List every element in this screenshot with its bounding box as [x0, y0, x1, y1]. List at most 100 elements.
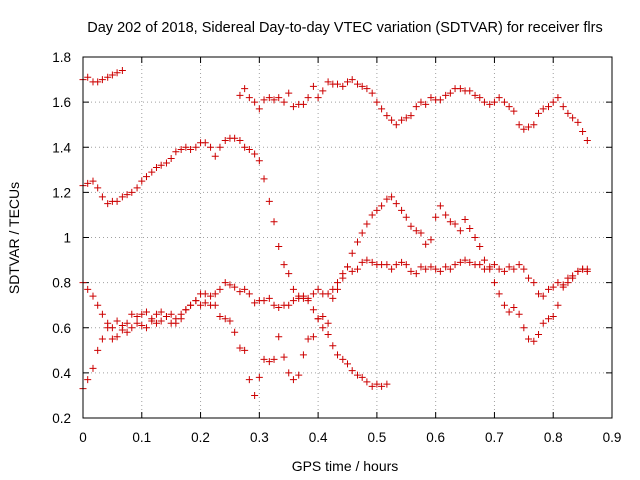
- data-point: [128, 310, 136, 318]
- data-point: [383, 261, 391, 269]
- data-point: [339, 355, 347, 363]
- data-point: [245, 376, 253, 384]
- x-axis-label: GPS time / hours: [292, 458, 399, 474]
- data-point: [569, 274, 577, 282]
- data-point: [187, 146, 195, 154]
- data-point: [363, 220, 371, 228]
- data-point: [442, 263, 450, 271]
- data-point: [201, 290, 209, 298]
- data-point: [295, 294, 303, 302]
- data-point: [363, 85, 371, 93]
- data-point: [241, 143, 249, 151]
- data-point: [417, 229, 425, 237]
- data-point: [123, 191, 131, 199]
- data-point: [201, 299, 209, 307]
- data-point: [94, 78, 102, 86]
- data-point: [152, 164, 160, 172]
- data-point: [192, 297, 200, 305]
- data-point: [486, 100, 494, 108]
- data-point: [275, 303, 283, 311]
- data-point: [289, 103, 297, 111]
- data-point: [461, 215, 469, 223]
- data-point: [157, 317, 165, 325]
- x-tick-label: 0.2: [191, 430, 210, 445]
- data-point: [334, 279, 342, 287]
- data-point: [98, 193, 106, 201]
- data-point: [334, 285, 342, 293]
- data-point: [348, 267, 356, 275]
- data-point: [167, 155, 175, 163]
- data-point: [309, 306, 317, 314]
- data-point: [398, 258, 406, 266]
- data-point: [216, 285, 224, 293]
- data-point: [427, 263, 435, 271]
- data-point: [579, 127, 587, 135]
- data-point: [216, 143, 224, 151]
- data-point: [383, 112, 391, 120]
- y-tick-label: 0.8: [52, 276, 71, 291]
- data-point: [270, 218, 278, 226]
- data-point: [432, 213, 440, 221]
- data-point: [407, 267, 415, 275]
- data-point: [251, 98, 259, 106]
- data-point: [138, 321, 146, 329]
- data-point: [89, 292, 97, 300]
- series-series-b: [236, 76, 591, 144]
- data-point: [422, 240, 430, 248]
- data-point: [289, 285, 297, 293]
- data-point: [344, 360, 351, 368]
- data-point: [559, 283, 567, 291]
- data-point: [172, 148, 180, 156]
- data-point: [422, 265, 430, 273]
- data-point: [574, 118, 582, 126]
- data-point: [559, 103, 567, 111]
- data-point: [348, 367, 356, 375]
- data-point: [260, 355, 268, 363]
- data-point: [520, 265, 528, 273]
- data-point: [505, 308, 513, 316]
- data-point: [260, 297, 268, 305]
- data-point: [530, 121, 538, 129]
- data-point: [157, 161, 165, 169]
- x-tick-label: 0.6: [426, 430, 445, 445]
- data-point: [113, 333, 121, 341]
- data-point: [221, 315, 229, 323]
- data-point: [182, 306, 190, 314]
- data-point: [368, 382, 376, 390]
- x-tick-label: 0.3: [250, 430, 269, 445]
- data-point: [231, 283, 239, 291]
- data-point: [324, 78, 332, 86]
- data-point: [201, 139, 209, 147]
- x-tick-label: 0: [79, 430, 87, 445]
- data-point: [241, 85, 249, 93]
- data-point: [520, 324, 528, 332]
- data-point: [471, 91, 479, 99]
- data-point: [329, 342, 337, 350]
- data-point: [295, 371, 303, 379]
- data-point: [515, 121, 523, 129]
- data-point: [251, 150, 259, 158]
- data-point: [255, 105, 263, 113]
- data-point: [226, 281, 234, 289]
- data-point: [324, 319, 332, 327]
- data-point: [466, 258, 474, 266]
- y-axis-label: SDTVAR / TECUs: [6, 182, 22, 294]
- data-point: [427, 94, 435, 102]
- data-point: [446, 265, 454, 273]
- data-point: [123, 328, 131, 336]
- data-point: [148, 168, 156, 176]
- plot-frame: [82, 56, 613, 419]
- data-point: [270, 355, 278, 363]
- data-point: [358, 82, 366, 90]
- data-point: [84, 285, 92, 293]
- data-point: [373, 98, 381, 106]
- data-point: [309, 82, 317, 90]
- data-point: [363, 256, 371, 264]
- data-point: [152, 319, 160, 327]
- data-point: [339, 274, 347, 282]
- data-point: [138, 177, 146, 185]
- data-point: [436, 202, 444, 210]
- data-point: [476, 243, 484, 251]
- data-point: [128, 324, 136, 332]
- data-point: [118, 193, 126, 201]
